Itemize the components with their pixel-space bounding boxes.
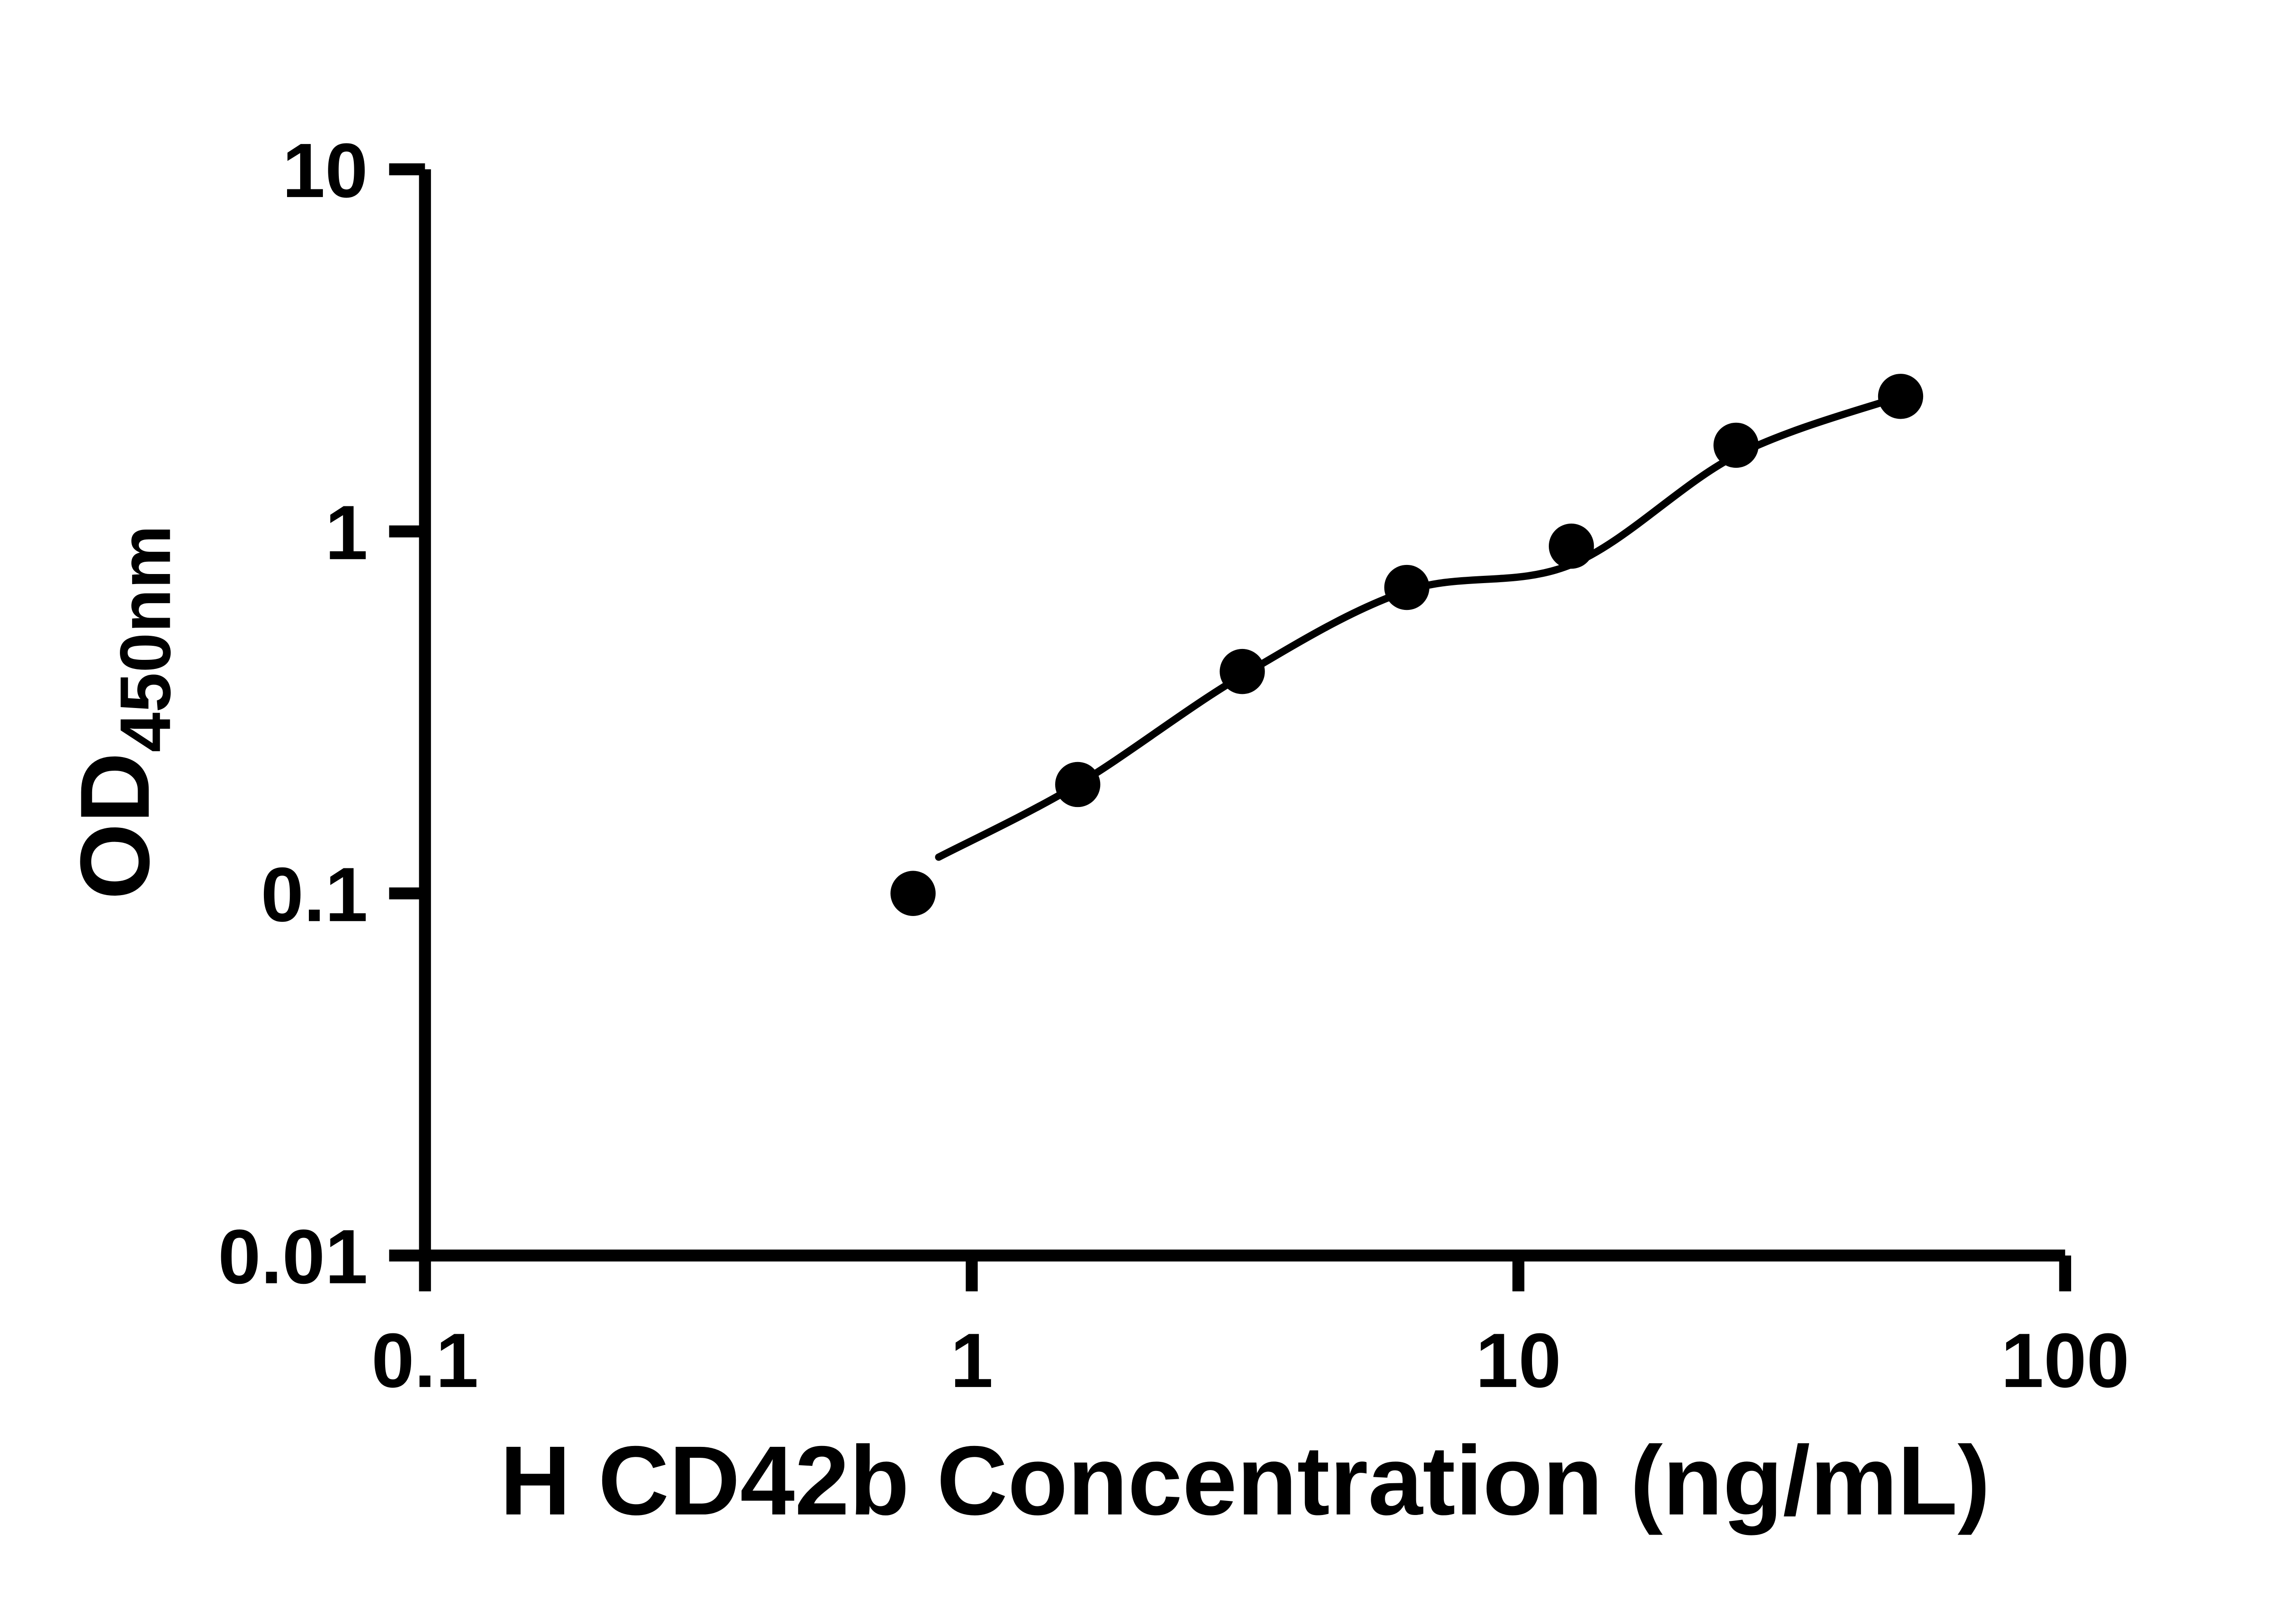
data-point <box>1878 374 1924 419</box>
x-axis-title: H CD42b Concentration (ng/mL) <box>500 1426 1990 1535</box>
axes <box>419 169 2065 1262</box>
y-axis-title: OD450nm <box>60 525 185 900</box>
y-tick-label: 0.01 <box>218 1213 368 1300</box>
data-point <box>1055 762 1101 807</box>
data-point <box>890 871 936 916</box>
x-tick-label: 1 <box>950 1317 993 1403</box>
y-tick-label: 1 <box>325 489 368 575</box>
x-tick-label: 10 <box>1476 1317 1562 1403</box>
x-tick-label: 0.1 <box>372 1317 479 1403</box>
x-tick-label: 100 <box>2001 1317 2129 1403</box>
data-point <box>1713 422 1759 468</box>
data-point <box>1220 649 1265 694</box>
data-point <box>1548 523 1594 569</box>
y-tick-label: 10 <box>282 127 368 213</box>
y-tick-label: 0.1 <box>261 851 368 937</box>
data-point <box>1384 564 1430 610</box>
